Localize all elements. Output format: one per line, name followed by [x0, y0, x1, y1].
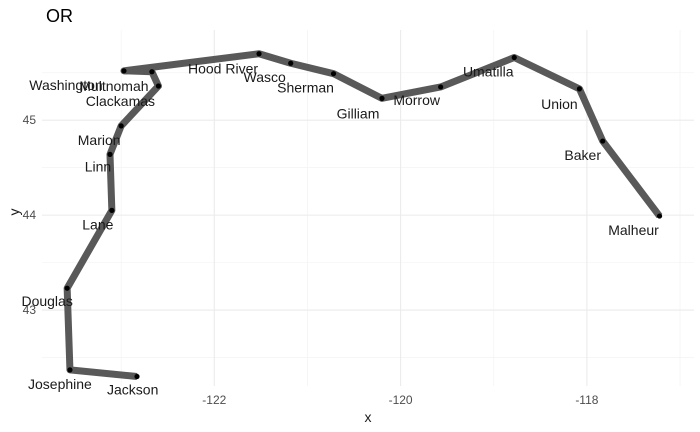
- point-label: Baker: [564, 147, 601, 163]
- data-point: [107, 151, 113, 157]
- point-label: Douglas: [21, 293, 72, 309]
- point-label: Umatilla: [463, 64, 514, 80]
- point-label: Sherman: [277, 80, 334, 96]
- x-tick-label: -118: [575, 393, 598, 407]
- point-label: Wasco: [244, 69, 286, 85]
- data-point: [288, 60, 294, 66]
- x-axis-title: x: [365, 409, 372, 425]
- point-label: Union: [541, 96, 578, 112]
- point-labels: Jackson Josephine Douglas Lane Linn Marion Cla…: [21, 61, 659, 398]
- point-label: Linn: [85, 158, 111, 174]
- point-label: Multnomah: [79, 78, 148, 94]
- data-point: [330, 71, 337, 77]
- point-label: Malheur: [608, 222, 659, 238]
- data-point: [109, 207, 115, 213]
- data-point: [576, 86, 583, 92]
- point-label: Lane: [82, 216, 113, 232]
- data-point: [600, 138, 606, 144]
- point-label: Marion: [78, 132, 121, 148]
- chart-title: OR: [46, 6, 73, 26]
- data-points: [64, 51, 663, 380]
- y-tick-label: 45: [23, 113, 37, 127]
- point-label: Josephine: [28, 376, 92, 392]
- x-tick-label: -122: [202, 393, 226, 407]
- data-point: [118, 123, 124, 129]
- point-label: Clackamas: [86, 93, 155, 109]
- data-point: [121, 68, 127, 74]
- data-point: [149, 69, 155, 75]
- data-point: [64, 285, 70, 291]
- data-point: [67, 367, 73, 373]
- data-point: [134, 373, 140, 380]
- point-label: Washington: [29, 77, 102, 93]
- y-axis-title: y: [6, 209, 22, 216]
- series-line-layer: [63, 50, 663, 380]
- data-point: [656, 213, 663, 219]
- point-label: Morrow: [393, 92, 441, 108]
- axes: -122 -120 -118 43 44 45: [23, 113, 599, 407]
- point-label: Hood River: [188, 61, 258, 77]
- point-label: Jackson: [107, 382, 158, 398]
- data-point: [511, 54, 517, 61]
- point-label: Gilliam: [337, 105, 380, 121]
- series-line: [63, 50, 663, 380]
- x-tick-label: -120: [389, 393, 413, 407]
- y-tick-label: 43: [23, 303, 37, 317]
- data-point: [155, 83, 162, 89]
- y-tick-label: 44: [23, 208, 37, 222]
- data-point: [379, 95, 385, 101]
- grid: [42, 30, 694, 386]
- data-point: [438, 84, 444, 90]
- data-point: [256, 51, 262, 57]
